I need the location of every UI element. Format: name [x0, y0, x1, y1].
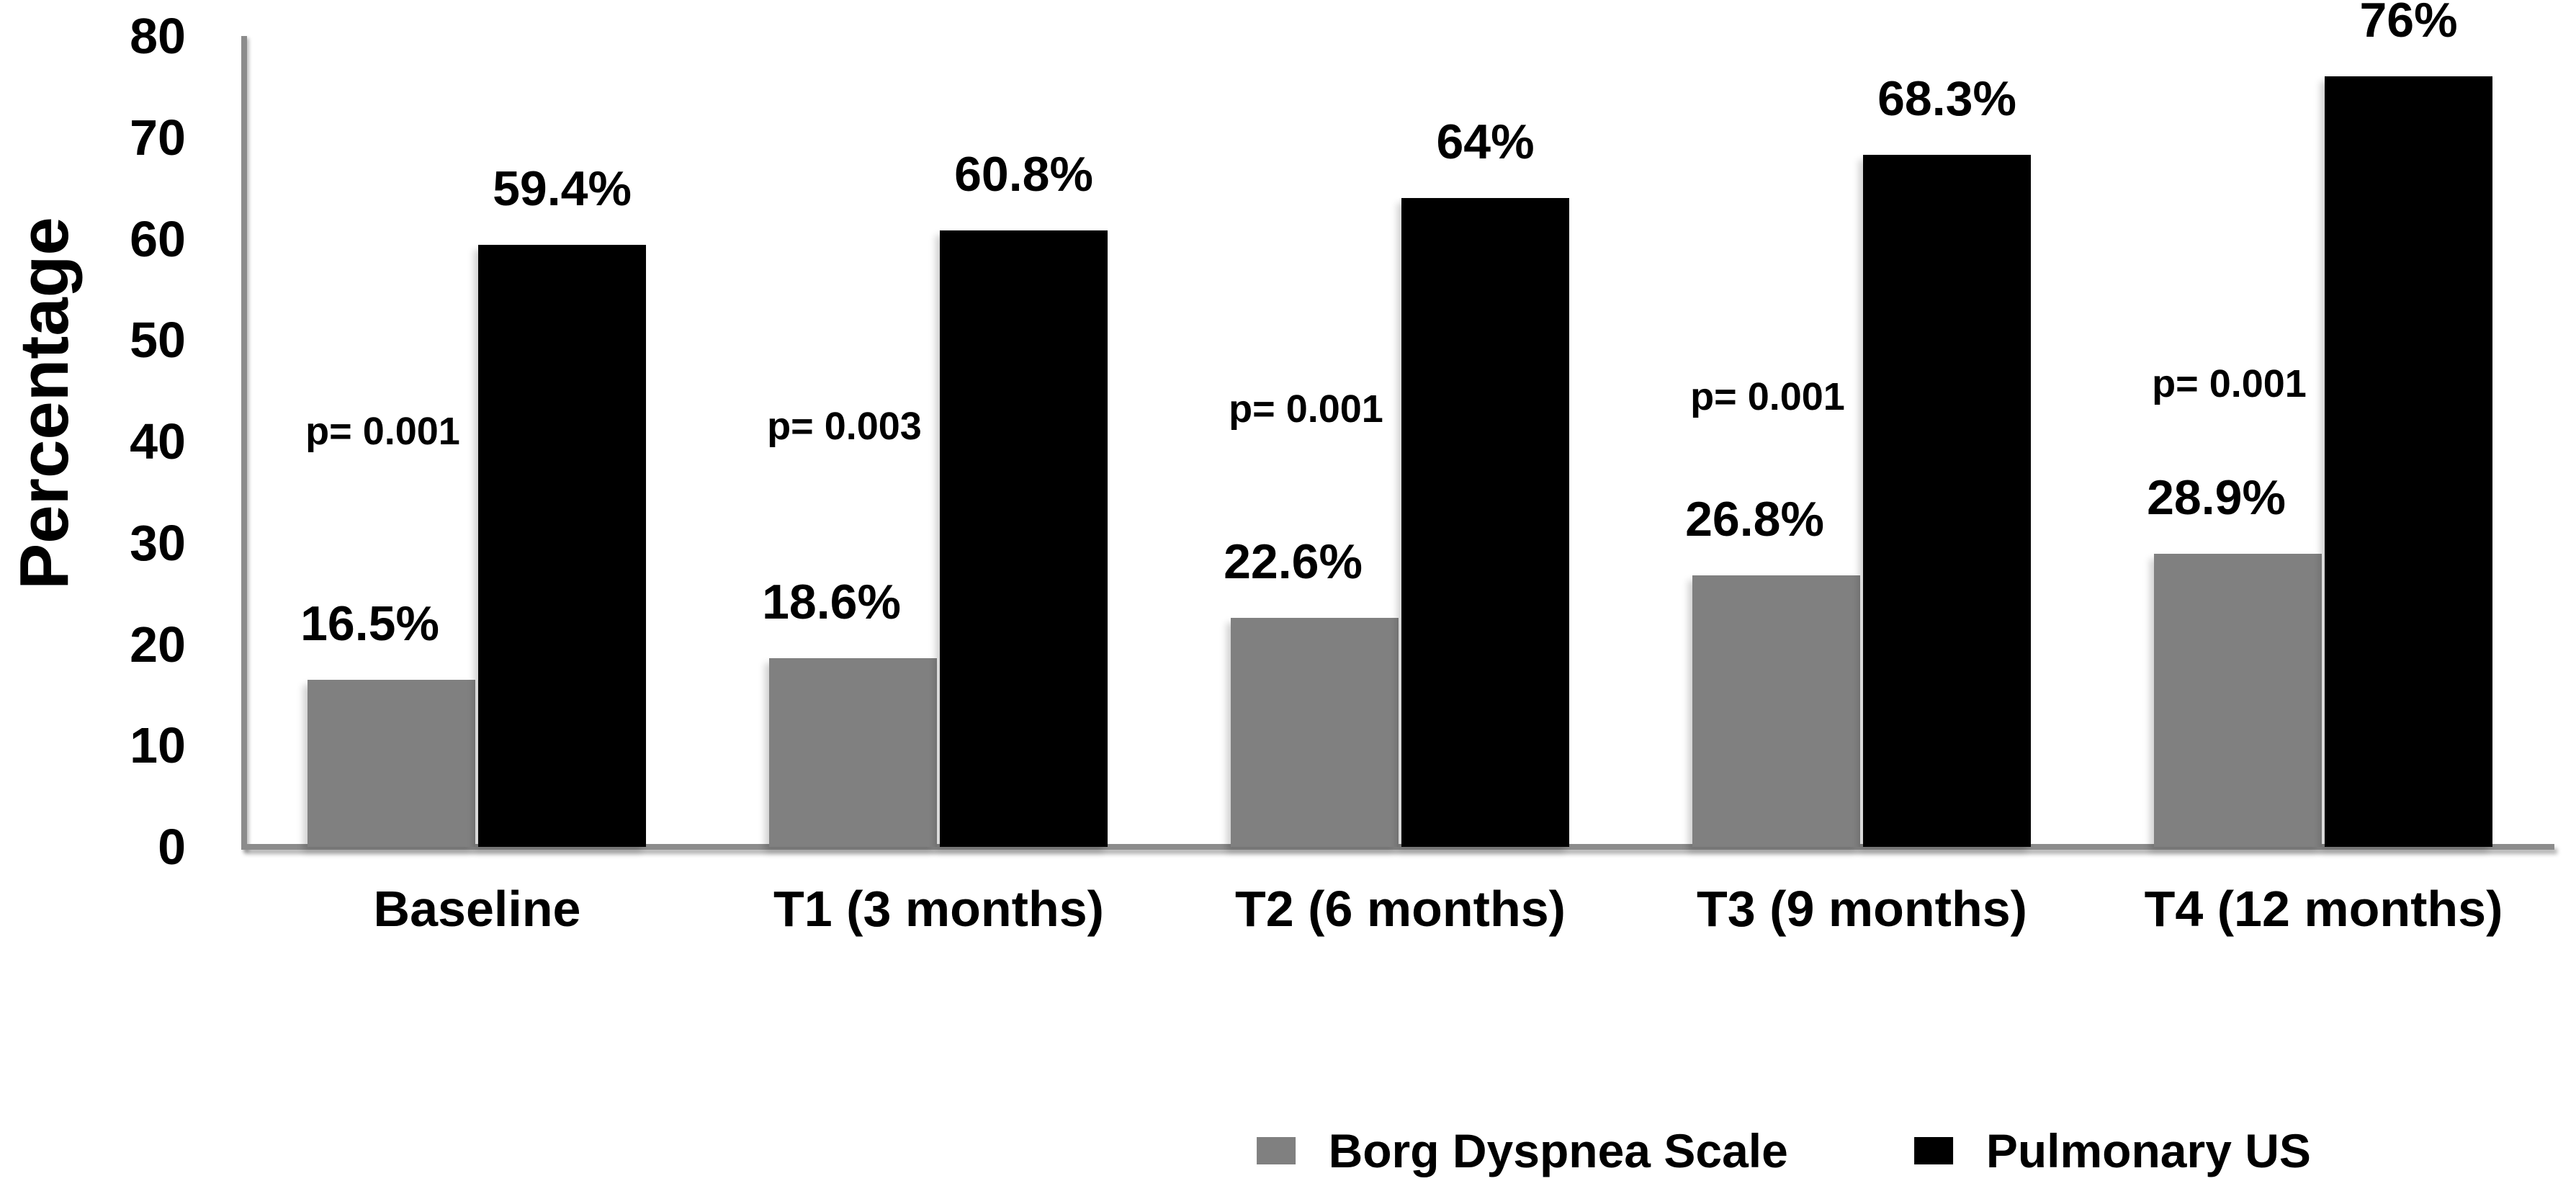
- bar-value-label: 18.6%: [762, 575, 901, 630]
- bar-borg-1: [769, 658, 937, 847]
- legend-swatch-icon: [1913, 1137, 1953, 1164]
- bar-value-label: 28.9%: [2147, 470, 2286, 526]
- bar-pulmus-0: [478, 244, 646, 847]
- y-tick-label: 40: [130, 413, 186, 470]
- bar-pulmus-2: [1401, 198, 1569, 847]
- p-value-label: p= 0.001: [1690, 375, 1845, 419]
- p-value-label: p= 0.001: [2152, 362, 2307, 405]
- x-axis-line: [241, 844, 2554, 850]
- y-tick-label: 30: [130, 514, 186, 571]
- bar-value-label: 60.8%: [954, 147, 1093, 202]
- x-axis-label: T1 (3 months): [773, 881, 1104, 937]
- bar-borg-0: [308, 679, 475, 847]
- y-tick-label: 20: [130, 616, 186, 673]
- bar-value-label: 76%: [2359, 0, 2458, 48]
- legend: Borg Dyspnea Scale Pulmonary US: [1256, 1124, 2311, 1177]
- legend-swatch-icon: [1256, 1137, 1296, 1164]
- bar-pulmus-3: [1863, 154, 2031, 847]
- legend-label: Borg Dyspnea Scale: [1328, 1124, 1788, 1177]
- x-axis-label: T2 (6 months): [1235, 881, 1566, 937]
- bar-borg-4: [2154, 554, 2322, 847]
- x-axis-label: Baseline: [373, 881, 581, 937]
- bar-value-label: 68.3%: [1877, 71, 2016, 126]
- p-value-label: p= 0.003: [767, 404, 922, 448]
- x-axis-label: T4 (12 months): [2144, 881, 2503, 937]
- y-tick-label: 70: [130, 109, 186, 166]
- bar-borg-2: [1231, 617, 1399, 847]
- x-axis-label: T3 (9 months): [1697, 881, 2027, 937]
- legend-label: Pulmonary US: [1985, 1124, 2311, 1177]
- p-value-label: p= 0.001: [305, 409, 460, 453]
- p-value-label: p= 0.001: [1229, 387, 1383, 431]
- bar-pulmus-1: [940, 230, 1108, 847]
- bar-value-label: 22.6%: [1224, 534, 1363, 589]
- y-tick-label: 10: [130, 717, 186, 774]
- y-tick-label: 50: [130, 312, 186, 369]
- y-tick-label: 0: [158, 819, 186, 875]
- bar-value-label: 16.5%: [300, 596, 439, 651]
- legend-item: Borg Dyspnea Scale: [1256, 1124, 1788, 1177]
- bar-borg-3: [1692, 575, 1860, 847]
- bar-pulmus-4: [2325, 76, 2492, 847]
- bar-value-label: 59.4%: [493, 161, 632, 216]
- legend-item: Pulmonary US: [1913, 1124, 2311, 1177]
- y-tick-label: 60: [130, 210, 186, 267]
- bar-value-label: 64%: [1436, 114, 1535, 170]
- y-axis-line: [241, 36, 247, 850]
- y-tick-label: 80: [130, 8, 186, 64]
- bar-value-label: 26.8%: [1685, 491, 1824, 547]
